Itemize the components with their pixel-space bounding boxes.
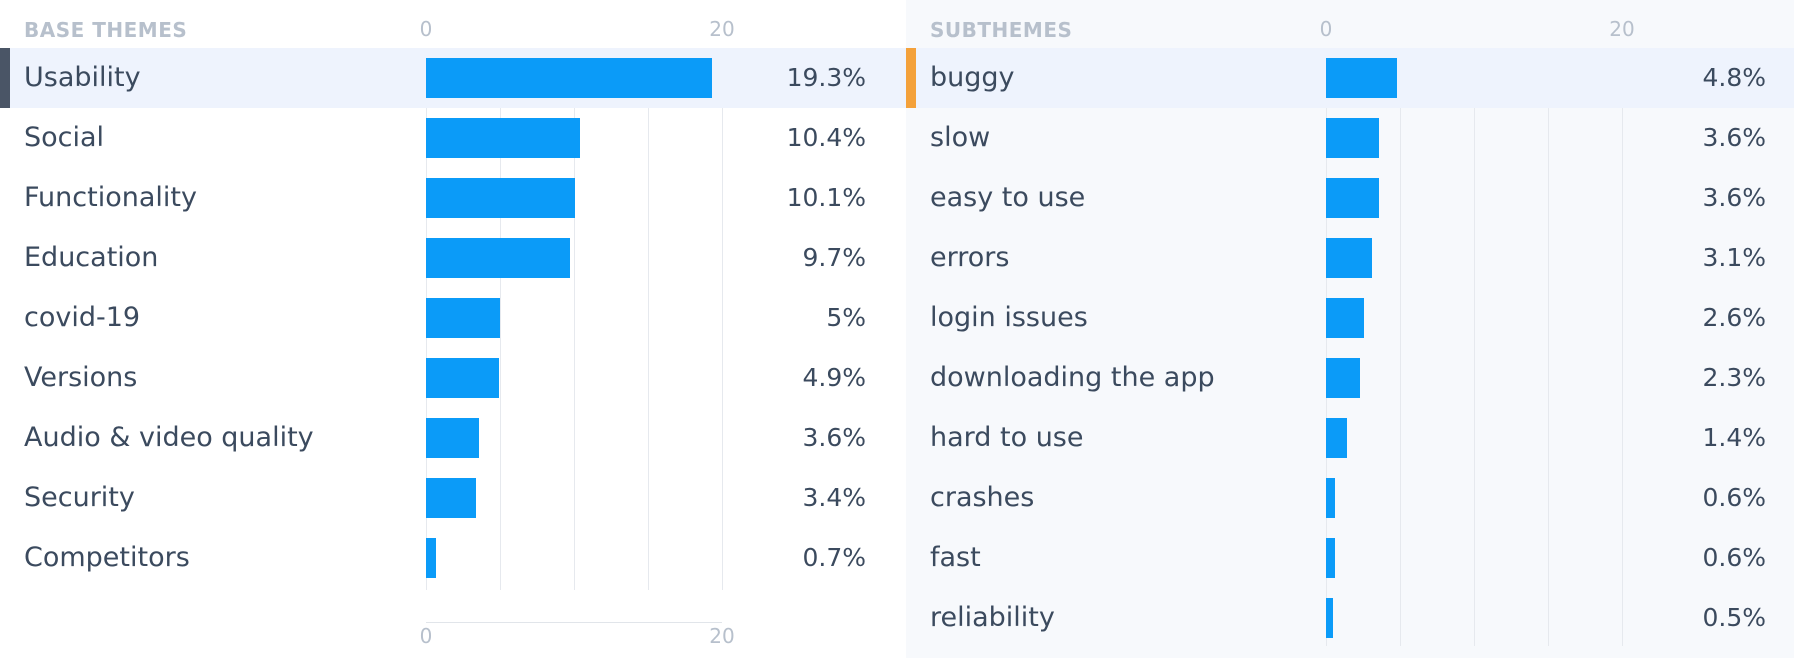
x-tick-label-bottom: 20 bbox=[709, 624, 735, 648]
bar-row-crashes[interactable]: crashes 0.6% bbox=[906, 468, 1794, 528]
category-label: easy to use bbox=[930, 182, 1086, 213]
gridline bbox=[1622, 48, 1623, 646]
category-label: Education bbox=[24, 242, 159, 273]
category-label: crashes bbox=[930, 482, 1035, 513]
bar[interactable] bbox=[426, 238, 570, 278]
value-label: 2.6% bbox=[1702, 303, 1766, 332]
bar[interactable] bbox=[426, 358, 499, 398]
gridline bbox=[722, 48, 723, 590]
bar[interactable] bbox=[426, 298, 500, 338]
bar-row-fast[interactable]: fast 0.6% bbox=[906, 528, 1794, 588]
value-label: 10.1% bbox=[786, 183, 866, 212]
value-label: 4.8% bbox=[1702, 63, 1766, 92]
category-label: login issues bbox=[930, 302, 1088, 333]
value-label: 4.9% bbox=[802, 363, 866, 392]
gridline bbox=[1548, 48, 1549, 646]
selected-row-marker bbox=[906, 48, 916, 108]
bar-row-audio-video-quality[interactable]: Audio & video quality 3.6% bbox=[0, 408, 906, 468]
base-themes-panel: BASE THEMES 0 20 Usability 19.3% Social 10.4%… bbox=[0, 17, 906, 648]
gridline bbox=[648, 48, 649, 590]
category-label: Functionality bbox=[24, 182, 197, 213]
selected-row-marker bbox=[0, 48, 10, 108]
category-label: reliability bbox=[930, 602, 1055, 633]
bar-row-easy-to-use[interactable]: easy to use 3.6% bbox=[906, 168, 1794, 228]
category-label: fast bbox=[930, 542, 981, 573]
bar-row-social[interactable]: Social 10.4% bbox=[0, 108, 906, 168]
bar-row-hard-to-use[interactable]: hard to use 1.4% bbox=[906, 408, 1794, 468]
value-label: 3.6% bbox=[802, 423, 866, 452]
value-label: 1.4% bbox=[1702, 423, 1766, 452]
bar-row-education[interactable]: Education 9.7% bbox=[0, 228, 906, 288]
subthemes-header: SUBTHEMES bbox=[930, 18, 1073, 42]
x-tick-label: 20 bbox=[1609, 17, 1635, 41]
bar[interactable] bbox=[1326, 298, 1365, 338]
category-label: hard to use bbox=[930, 422, 1084, 453]
bar-row-buggy[interactable]: buggy 4.8% bbox=[906, 48, 1794, 108]
bar-row-slow[interactable]: slow 3.6% bbox=[906, 108, 1794, 168]
bar[interactable] bbox=[426, 538, 437, 578]
value-label: 0.6% bbox=[1702, 483, 1766, 512]
gridline bbox=[500, 48, 501, 590]
bar[interactable] bbox=[1326, 358, 1361, 398]
bar[interactable] bbox=[426, 58, 712, 98]
gridline bbox=[574, 48, 575, 590]
value-label: 5% bbox=[826, 303, 866, 332]
value-label: 0.6% bbox=[1702, 543, 1766, 572]
category-label: downloading the app bbox=[930, 362, 1215, 393]
bar-row-reliability[interactable]: reliability 0.5% bbox=[906, 588, 1794, 648]
bar-row-covid-19[interactable]: covid-19 5% bbox=[0, 288, 906, 348]
bar-row-functionality[interactable]: Functionality 10.1% bbox=[0, 168, 906, 228]
bar[interactable] bbox=[1326, 238, 1372, 278]
bar[interactable] bbox=[1326, 538, 1335, 578]
bar[interactable] bbox=[426, 478, 477, 518]
value-label: 19.3% bbox=[786, 63, 866, 92]
bar[interactable] bbox=[1326, 598, 1334, 638]
x-tick-label-bottom: 0 bbox=[419, 624, 433, 648]
category-label: Security bbox=[24, 482, 135, 513]
bar-row-security[interactable]: Security 3.4% bbox=[0, 468, 906, 528]
bar-row-login-issues[interactable]: login issues 2.6% bbox=[906, 288, 1794, 348]
bar[interactable] bbox=[1326, 58, 1398, 98]
category-label: errors bbox=[930, 242, 1010, 273]
category-label: Audio & video quality bbox=[24, 422, 314, 453]
category-label: Versions bbox=[24, 362, 138, 393]
category-label: covid-19 bbox=[24, 302, 141, 333]
bar[interactable] bbox=[426, 118, 580, 158]
bar-row-usability[interactable]: Usability 19.3% bbox=[0, 48, 906, 108]
value-label: 9.7% bbox=[802, 243, 866, 272]
x-axis-line bbox=[426, 622, 722, 623]
gridline bbox=[1474, 48, 1475, 646]
bar[interactable] bbox=[1326, 478, 1335, 518]
category-label: Competitors bbox=[24, 542, 190, 573]
value-label: 2.3% bbox=[1702, 363, 1766, 392]
category-label: Social bbox=[24, 122, 105, 153]
category-label: Usability bbox=[24, 62, 141, 93]
value-label: 3.6% bbox=[1702, 123, 1766, 152]
bar[interactable] bbox=[1326, 418, 1347, 458]
category-label: buggy bbox=[930, 62, 1015, 93]
value-label: 0.7% bbox=[802, 543, 866, 572]
value-label: 0.5% bbox=[1702, 603, 1766, 632]
subthemes-panel: SUBTHEMES 0 20 buggy 4.8% slow 3.6% easy to us… bbox=[906, 0, 1794, 658]
value-label: 10.4% bbox=[786, 123, 866, 152]
bar[interactable] bbox=[426, 178, 576, 218]
bar[interactable] bbox=[1326, 118, 1380, 158]
gridline bbox=[1326, 48, 1327, 646]
x-tick-label: 20 bbox=[709, 17, 735, 41]
gridline bbox=[1400, 48, 1401, 646]
bar[interactable] bbox=[426, 418, 480, 458]
x-tick-label: 0 bbox=[419, 17, 433, 41]
bar[interactable] bbox=[1326, 178, 1380, 218]
base-themes-header: BASE THEMES bbox=[24, 18, 188, 42]
value-label: 3.6% bbox=[1702, 183, 1766, 212]
category-label: slow bbox=[930, 122, 991, 153]
value-label: 3.4% bbox=[802, 483, 866, 512]
bar-row-versions[interactable]: Versions 4.9% bbox=[0, 348, 906, 408]
bar-row-errors[interactable]: errors 3.1% bbox=[906, 228, 1794, 288]
value-label: 3.1% bbox=[1702, 243, 1766, 272]
bar-row-downloading-the-app[interactable]: downloading the app 2.3% bbox=[906, 348, 1794, 408]
bar-row-competitors[interactable]: Competitors 0.7% bbox=[0, 528, 906, 588]
x-tick-label: 0 bbox=[1319, 17, 1333, 41]
